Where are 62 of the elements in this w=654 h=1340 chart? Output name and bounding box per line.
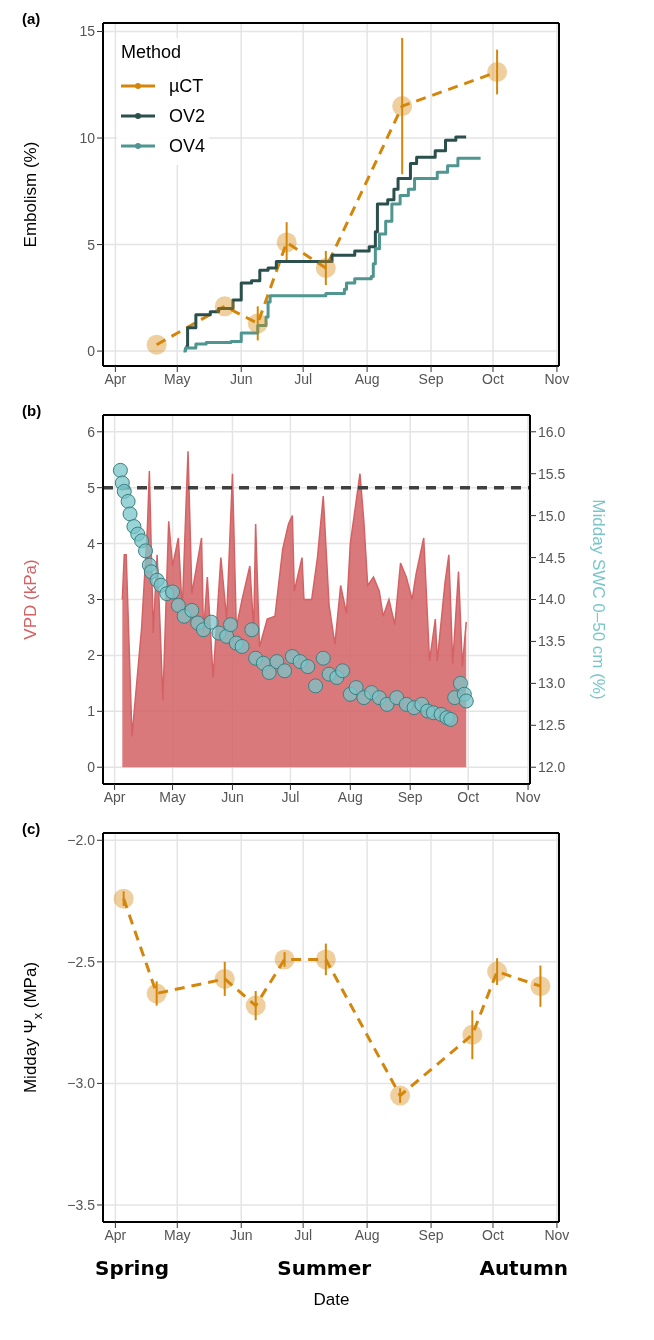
legend-label: OV4: [169, 135, 206, 157]
y2-tick-label: 16.0: [538, 423, 566, 440]
x-tick-label: May: [164, 370, 191, 387]
x-tick-label: May: [164, 1226, 191, 1243]
x-tick-label: Jun: [229, 370, 253, 387]
chart-title: (b): [22, 402, 42, 419]
text: Autumn: [479, 1256, 568, 1282]
y2-tick-label: 12.5: [538, 717, 566, 734]
y-tick-label: 3: [87, 591, 96, 608]
y2-tick-label: 12.0: [538, 759, 566, 776]
x-tick-label: Jul: [281, 788, 300, 805]
x-tick-label: Aug: [354, 370, 380, 387]
x-axis-title: Date: [312, 1290, 351, 1311]
x-tick-label: Apr: [104, 370, 127, 387]
x-tick-label: Oct: [457, 788, 480, 805]
y-tick-label: 2: [87, 647, 96, 664]
y-tick-label: 5: [87, 479, 96, 496]
x-tick-label: Jul: [294, 1226, 313, 1243]
x-tick-label: Sep: [418, 370, 444, 387]
y-tick-label: 0: [87, 343, 96, 360]
x-tick-label: Nov: [544, 1226, 570, 1243]
x-tick-label: Nov: [515, 788, 541, 805]
x-tick-label: Oct: [482, 1226, 504, 1243]
y-tick-label: −2.5: [67, 953, 96, 970]
y-tick-label: 0: [87, 759, 96, 776]
y2-tick-label: 15.0: [538, 507, 566, 524]
x-tick-label: Apr: [104, 1226, 127, 1243]
x-tick-label: Sep: [418, 1226, 444, 1243]
y2-tick-label: 14.0: [538, 591, 566, 608]
y2-tick-label: 14.5: [538, 549, 566, 566]
x-tick-label: Oct: [482, 370, 504, 387]
y-tick-label: 6: [87, 423, 96, 440]
x-tick-label: Aug: [337, 788, 363, 805]
x-tick-label: Jul: [294, 370, 313, 387]
y-tick-label: −3.5: [67, 1196, 96, 1213]
y-tick-label: 5: [87, 236, 96, 253]
y-tick-label: 1: [87, 703, 96, 720]
y2-axis-title: Midday SWC 0–50 cm (%): [589, 499, 609, 700]
y-axis-title: VPD (kPa): [20, 559, 40, 640]
y-tick-label: 15: [79, 23, 96, 40]
legend-label: µCT: [169, 75, 204, 97]
x-tick-label: May: [159, 788, 186, 805]
x-tick-label: Aug: [354, 1226, 380, 1243]
text: Summer: [277, 1256, 372, 1282]
legend-title: Method: [121, 42, 183, 63]
chart-title: (c): [22, 820, 41, 837]
x-tick-label: Jun: [229, 1226, 253, 1243]
y-tick-label: 4: [87, 535, 96, 552]
legend-label: OV2: [169, 105, 206, 127]
y-tick-label: −2.0: [67, 832, 96, 849]
y2-tick-label: 15.5: [538, 465, 566, 482]
x-tick-label: Sep: [397, 788, 423, 805]
y-axis-title: Embolism (%): [20, 141, 40, 248]
x-tick-label: Nov: [544, 370, 570, 387]
text: Spring: [95, 1256, 169, 1282]
y-tick-label: −3.0: [67, 1075, 96, 1092]
y2-tick-label: 13.5: [538, 633, 566, 650]
chart-title: (a): [22, 10, 41, 27]
y2-tick-label: 13.0: [538, 675, 566, 692]
x-tick-label: Apr: [103, 788, 126, 805]
x-tick-label: Jun: [221, 788, 244, 805]
y-tick-label: 10: [79, 130, 96, 147]
